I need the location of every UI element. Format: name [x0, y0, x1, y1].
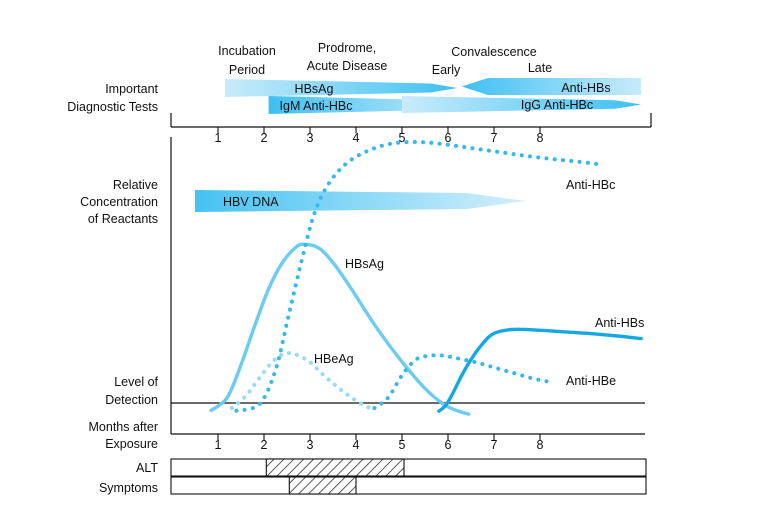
alt-box	[170, 458, 647, 477]
conc-label-line1: Relative	[113, 178, 158, 192]
conc-label-line3: of Reactants	[88, 212, 158, 226]
alt-symptoms-boxes	[170, 458, 647, 495]
ticks-bottom-label-2: 2	[261, 438, 268, 452]
series-hbeag-line	[229, 351, 377, 412]
hbsag-curve-label: HBsAg	[345, 257, 384, 271]
ticks-bottom-label-4: 4	[353, 438, 360, 452]
phase-prodrome-line2: Acute Disease	[307, 59, 388, 73]
top-axis-ticks: 1 2 3 4 5 6 7 8	[215, 127, 544, 145]
ticks-bottom-label-6: 6	[445, 438, 452, 452]
tests-label-line1: Important	[105, 82, 158, 96]
axes: 1 2 3 4 5 6 7 8 1 2 3 4 5 6 7 8	[170, 113, 652, 452]
phase-early: Early	[432, 63, 461, 77]
igg-anti-hbc-bar-label: IgG Anti-HBc	[521, 98, 593, 112]
hbv-dna-group: HBV DNA	[195, 190, 527, 212]
hbsag-bar	[224, 79, 458, 97]
tests-label-line2: Diagnostic Tests	[67, 100, 158, 114]
ticks-top-label-1: 1	[215, 131, 222, 145]
alt-label: ALT	[136, 461, 158, 475]
series-anti-hbe-line	[372, 353, 552, 411]
hbv-dna-bar	[195, 190, 527, 212]
series-hbsag-line	[209, 242, 471, 416]
ticks-top-label-7: 7	[491, 131, 498, 145]
lod-label-line1: Level of	[114, 375, 158, 389]
ticks-top-label-5: 5	[399, 131, 406, 145]
hbv-dna-label: HBV DNA	[223, 195, 279, 209]
anti-hbs-bar-label: Anti-HBs	[561, 81, 610, 95]
ticks-top-label-6: 6	[445, 131, 452, 145]
ticks-top-label-3: 3	[307, 131, 314, 145]
phase-convalescence: Convalescence	[451, 45, 537, 59]
phase-prodrome-line1: Prodrome,	[318, 41, 376, 55]
bottom-axis-ticks: 1 2 3 4 5 6 7 8	[215, 434, 544, 452]
phase-incubation-line2: Period	[229, 63, 265, 77]
series-anti-hbc-line	[234, 140, 602, 413]
curves	[209, 140, 643, 416]
lod-label-line2: Detection	[105, 393, 158, 407]
curve-labels: Anti-HBc HBsAg HBeAg Anti-HBs Anti-HBe	[314, 178, 644, 388]
ticks-bottom-label-8: 8	[537, 438, 544, 452]
diagnostic-bars: HBsAg Anti-HBs IgM Anti-HBc IgG Anti-HBc	[224, 78, 642, 114]
ticks-bottom-label-3: 3	[307, 438, 314, 452]
ticks-top-label-2: 2	[261, 131, 268, 145]
ticks-bottom-label-1: 1	[215, 438, 222, 452]
months-label-line1: Months after	[89, 420, 158, 434]
ticks-top-label-8: 8	[537, 131, 544, 145]
hbsag-bar-label: HBsAg	[295, 82, 334, 96]
anti-hbs-curve-label: Anti-HBs	[595, 316, 644, 330]
months-label-line2: Exposure	[105, 437, 158, 451]
phase-incubation-line1: Incubation	[218, 44, 276, 58]
anti-hbs-bar	[461, 78, 642, 95]
ticks-top-label-4: 4	[353, 131, 360, 145]
hbeag-curve-label: HBeAg	[314, 352, 354, 366]
igm-anti-hbc-bar-label: IgM Anti-HBc	[280, 99, 353, 113]
symptoms-box	[170, 476, 647, 495]
symptoms-label: Symptoms	[99, 481, 158, 495]
series-anti-hbs-line	[437, 327, 643, 413]
phase-late: Late	[528, 61, 552, 75]
ticks-bottom-label-7: 7	[491, 438, 498, 452]
anti-hbc-curve-label: Anti-HBc	[566, 178, 615, 192]
symptoms-hatched-range	[288, 476, 357, 495]
igg-anti-hbc-bar	[402, 96, 642, 113]
anti-hbe-curve-label: Anti-HBe	[566, 374, 616, 388]
alt-hatched-range	[265, 458, 405, 477]
phase-labels: Incubation Period Prodrome, Acute Diseas…	[218, 41, 552, 77]
row-labels: Important Diagnostic Tests Relative Conc…	[67, 82, 158, 495]
conc-label-line2: Concentration	[80, 195, 158, 209]
ticks-bottom-label-5: 5	[399, 438, 406, 452]
